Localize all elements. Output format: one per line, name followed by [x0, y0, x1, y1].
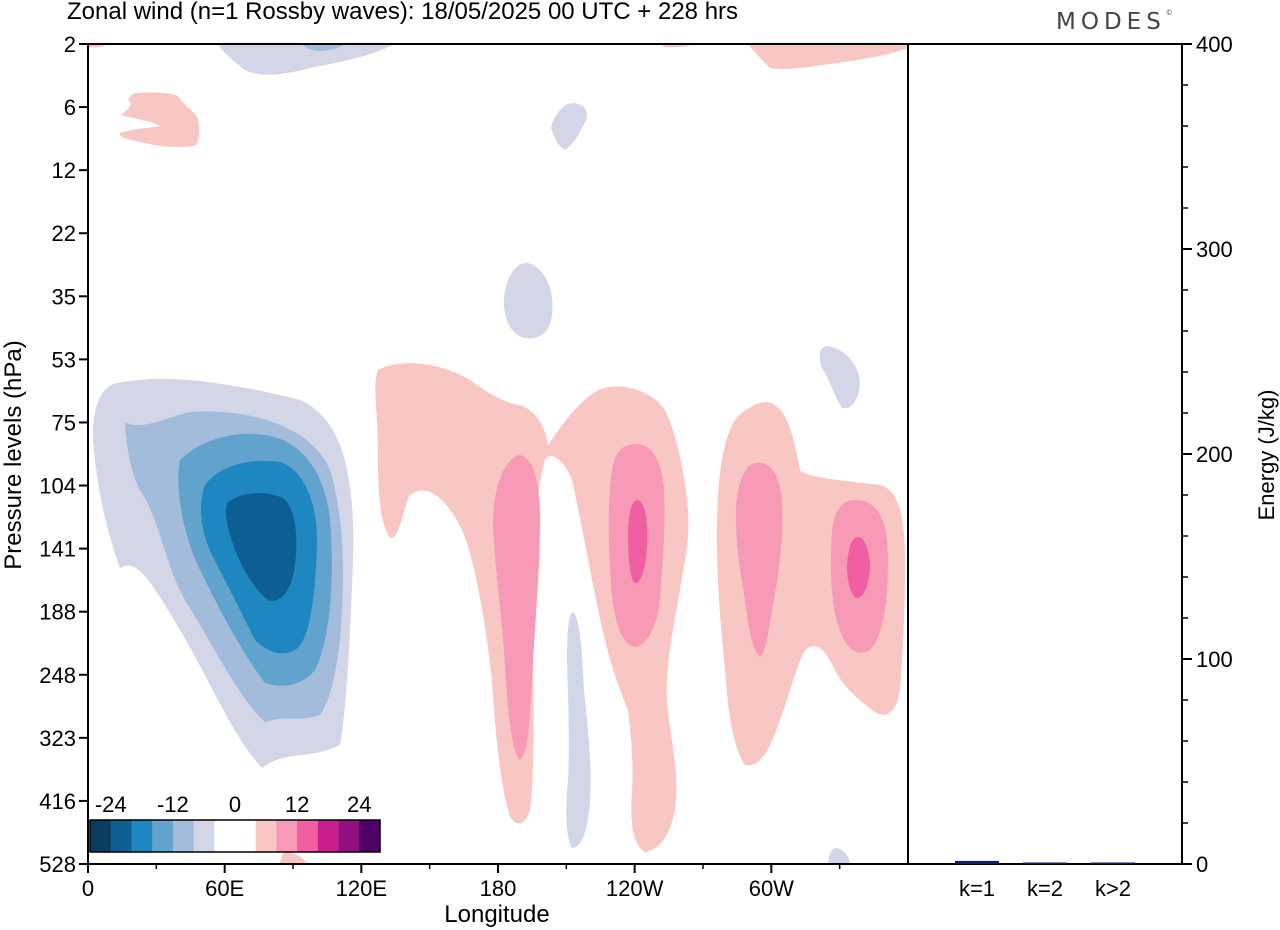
- x-tick-label: 60W: [749, 876, 794, 901]
- energy-tick-label: 300: [1196, 237, 1233, 262]
- x-tick-label: 60E: [205, 876, 244, 901]
- pos-contour-blob-3: [747, 44, 908, 69]
- colorbar-label: -12: [157, 792, 189, 817]
- colorbar-swatch: [131, 820, 153, 852]
- y-tick-label: 416: [39, 789, 76, 814]
- energy-tick-label: 400: [1196, 32, 1233, 57]
- x-tick-label: 120E: [336, 876, 387, 901]
- colorbar-label: 0: [229, 792, 241, 817]
- y-tick-label: 22: [52, 221, 76, 246]
- energy-bar: [955, 860, 999, 864]
- colorbar: -24 -12 0 12 24: [89, 792, 381, 853]
- x-tick-label: 180: [480, 876, 517, 901]
- colorbar-swatch: [338, 820, 360, 852]
- colorbar-label: -24: [95, 792, 127, 817]
- chart-title: Zonal wind (n=1 Rossby waves): 18/05/202…: [67, 0, 739, 25]
- y-tick-label: 141: [39, 537, 76, 562]
- contour-field: [88, 44, 908, 864]
- energy-bar: [1023, 862, 1067, 864]
- y-tick-label: 188: [39, 600, 76, 625]
- x-axis-title: Longitude: [444, 901, 549, 928]
- colorbar-swatch: [235, 820, 257, 852]
- colorbar-swatch: [297, 820, 319, 852]
- neg-contour-blob-4: [566, 612, 591, 848]
- colorbar-swatch: [276, 820, 298, 852]
- colorbar-swatch: [90, 820, 112, 852]
- pos-contour-level-1: [375, 363, 689, 852]
- y-axis-title: Pressure levels (hPa): [0, 340, 27, 569]
- energy-axis-title: Energy (J/kg): [1254, 390, 1279, 521]
- pos-contour-level-3a: [628, 500, 648, 584]
- energy-category-label: k=2: [1027, 876, 1063, 901]
- pos-contour-level-2c: [735, 462, 783, 657]
- x-axis-ticks: 0 60E 120E 180 120W 60W: [82, 864, 841, 901]
- energy-tick-label: 0: [1196, 852, 1208, 877]
- energy-category-label: k>2: [1095, 876, 1131, 901]
- colorbar-label: 24: [347, 792, 371, 817]
- colorbar-swatch: [214, 820, 236, 852]
- neg-contour-blob-5: [827, 848, 851, 864]
- y-tick-label: 2: [64, 32, 76, 57]
- pos-contour-level-3b: [847, 537, 870, 598]
- colorbar-swatch: [172, 820, 195, 852]
- colorbar-swatch: [152, 820, 174, 852]
- x-tick-label: 120W: [606, 876, 664, 901]
- x-tick-label: 0: [82, 876, 94, 901]
- neg-contour-blob-1: [551, 103, 587, 150]
- colorbar-swatch: [255, 820, 277, 852]
- energy-axis-ticks: 0 100 200 300 400: [1182, 32, 1233, 877]
- energy-category-label: k=1: [959, 876, 995, 901]
- y-tick-label: 35: [52, 284, 76, 309]
- colorbar-swatch: [317, 820, 340, 852]
- y-tick-label: 104: [39, 474, 76, 499]
- colorbar-frame: [89, 819, 381, 853]
- neg-contour-top-core: [300, 44, 346, 51]
- energy-tick-label: 100: [1196, 647, 1233, 672]
- neg-contour-level-5: [225, 493, 297, 601]
- energy-bar: [1091, 862, 1135, 864]
- y-tick-label: 75: [52, 410, 76, 435]
- colorbar-swatch: [110, 820, 132, 852]
- colorbar-swatch: [193, 820, 215, 852]
- pos-contour-blob-1: [119, 92, 200, 147]
- y-tick-label: 53: [52, 347, 76, 372]
- pos-contour-level-2a: [493, 455, 540, 760]
- pos-contour-blob-4: [280, 852, 308, 864]
- y-axis-ticks: 2 6 12 22 35 53 75 104 141 188 248 323 416 528: [39, 32, 88, 877]
- colorbar-label: 12: [285, 792, 309, 817]
- brand-logo: MODES©: [1056, 9, 1173, 35]
- energy-bars: k=1 k=2 k>2: [955, 860, 1135, 901]
- neg-contour-top: [217, 44, 394, 75]
- y-tick-label: 323: [39, 726, 76, 751]
- y-tick-label: 6: [64, 95, 76, 120]
- colorbar-swatch: [359, 820, 381, 852]
- y-tick-label: 12: [52, 158, 76, 183]
- neg-contour-blob-3: [819, 346, 860, 409]
- energy-tick-label: 200: [1196, 442, 1233, 467]
- y-tick-label: 528: [39, 852, 76, 877]
- y-tick-label: 248: [39, 663, 76, 688]
- neg-contour-blob-2: [503, 262, 553, 339]
